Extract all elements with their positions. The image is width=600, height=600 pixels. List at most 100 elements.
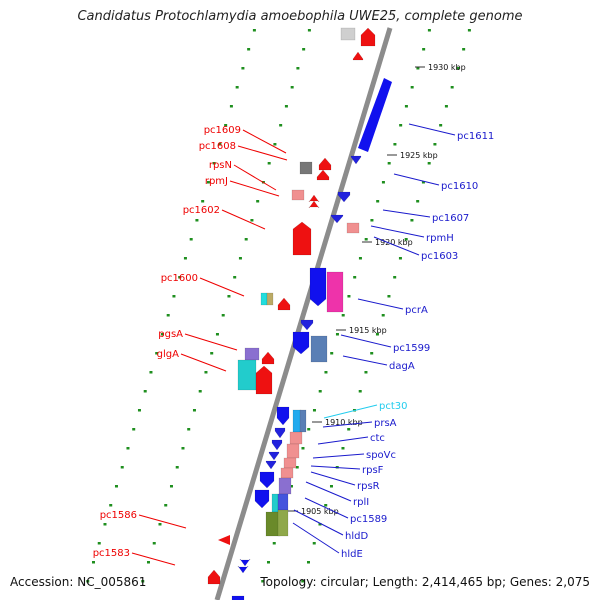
track-dot	[229, 105, 233, 108]
track-dot	[132, 428, 136, 431]
gene-box	[299, 409, 307, 433]
track-dot	[215, 333, 219, 336]
track-dot	[224, 124, 228, 127]
track-dot	[393, 276, 397, 279]
gene-arrow-forward	[207, 569, 221, 585]
leader-line-pct30	[323, 404, 378, 419]
leader-line-pc1609	[242, 129, 287, 154]
tick-dot-layer	[86, 29, 471, 583]
track-dot	[289, 485, 293, 488]
topology-text: Topology: circular; Length: 2,414,465 bp…	[260, 575, 590, 589]
track-dot	[227, 295, 231, 298]
track-dot	[416, 67, 420, 70]
kbp-tick-label: 1905 kbp	[301, 507, 339, 516]
track-dot	[175, 466, 179, 469]
gene-arrow-forward	[292, 221, 312, 256]
gene-arrow-forward	[277, 297, 291, 311]
track-dot	[376, 200, 380, 203]
gene-label-pc1586: pc1586	[100, 510, 137, 521]
track-dot	[261, 580, 265, 583]
gene-box	[266, 292, 274, 306]
track-dot	[210, 352, 214, 355]
track-dot	[273, 143, 277, 146]
gene-arrow-reverse	[274, 427, 286, 439]
track-dot	[206, 181, 210, 184]
leader-line-pc1611	[408, 123, 456, 136]
track-dot	[318, 523, 322, 526]
gene-box	[340, 27, 356, 41]
gene-arrow-reverse	[239, 558, 251, 567]
leader-line-spoVc	[312, 453, 365, 459]
track-dot	[404, 105, 408, 108]
leader-line-glgA	[180, 353, 227, 372]
track-dot	[244, 238, 248, 241]
gene-arrow-forward	[308, 200, 320, 209]
track-dot	[335, 333, 339, 336]
track-dot	[141, 580, 145, 583]
gene-label-rpmJ: rpmJ	[205, 176, 228, 187]
track-dot	[393, 143, 397, 146]
leader-line-pc1610	[393, 173, 440, 186]
gene-arrow-forward	[352, 51, 364, 61]
track-dot	[181, 447, 185, 450]
track-dot	[250, 219, 254, 222]
gene-label-dagA: dagA	[389, 361, 415, 372]
gene-label-pc1583: pc1583	[93, 548, 130, 559]
gene-box	[277, 493, 289, 511]
gene-label-pc1603: pc1603	[421, 251, 458, 262]
gene-box	[244, 347, 260, 361]
kbp-tick-label: 1925 kbp	[400, 151, 438, 160]
track-dot	[353, 276, 357, 279]
track-dot	[427, 29, 431, 32]
track-dot	[381, 314, 385, 317]
track-dot	[284, 105, 288, 108]
track-dot	[433, 143, 437, 146]
gene-label-hldE: hldE	[341, 549, 363, 560]
track-dot	[456, 67, 460, 70]
gene-box	[289, 431, 303, 445]
gene-arrow-forward	[255, 365, 273, 395]
track-dot	[404, 238, 408, 241]
track-dot	[158, 523, 162, 526]
gene-box	[286, 443, 300, 459]
track-dot	[330, 352, 334, 355]
gene-label-pc1608: pc1608	[199, 141, 236, 152]
gene-label-rpsR: rpsR	[357, 481, 380, 492]
leader-line-rpsR	[310, 471, 356, 486]
track-dot	[137, 409, 141, 412]
gene-box	[260, 292, 268, 306]
gene-arrow-reverse	[337, 191, 351, 203]
track-dot	[381, 181, 385, 184]
track-dot	[301, 447, 305, 450]
gene-label-spoVc: spoVc	[366, 450, 396, 461]
track-dot	[375, 333, 379, 336]
leader-layer	[131, 123, 456, 566]
track-dot	[91, 561, 95, 564]
track-dot	[290, 86, 294, 89]
leader-line-prsA	[322, 421, 373, 428]
gene-label-pct30: pct30	[379, 401, 408, 412]
leader-line-pc1600	[199, 277, 245, 297]
gene-arrow-reverse	[330, 214, 344, 224]
track-dot	[233, 276, 237, 279]
gene-box	[231, 595, 245, 600]
track-dot	[399, 124, 403, 127]
gene-arrow-reverse	[276, 406, 290, 426]
track-dot	[410, 219, 414, 222]
track-dot	[178, 276, 182, 279]
track-dot	[427, 162, 431, 165]
gene-label-prsA: prsA	[374, 418, 397, 429]
kbp-tick-label: 1920 kbp	[375, 238, 413, 247]
track-dot	[467, 29, 471, 32]
track-dot	[241, 67, 245, 70]
track-dot	[410, 86, 414, 89]
gene-box	[346, 222, 360, 234]
track-dot	[235, 86, 239, 89]
track-dot	[198, 390, 202, 393]
leader-line-pc1589	[304, 497, 349, 519]
track-dot	[103, 523, 107, 526]
leader-line-pc1599	[340, 334, 392, 348]
track-dot	[307, 428, 311, 431]
track-dot	[370, 352, 374, 355]
track-dot	[86, 580, 90, 583]
